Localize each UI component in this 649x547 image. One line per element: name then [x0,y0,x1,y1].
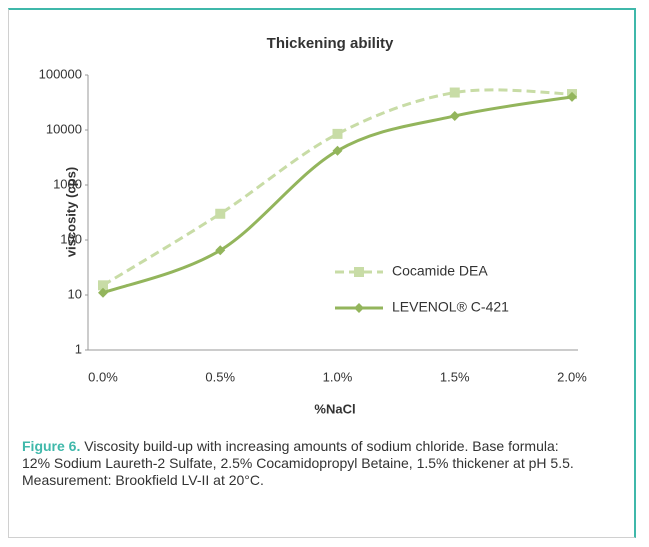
y-tick-label: 1000 [53,176,82,191]
legend-marker [354,303,364,313]
y-tick-label: 100000 [39,66,82,81]
x-axis-label: %NaCl [314,401,355,416]
x-tick-label: 1.0% [323,369,353,384]
frame [8,8,636,538]
caption: Figure 6. Viscosity build-up with increa… [22,438,582,489]
y-tick-label: 100 [60,231,82,246]
y-tick-label: 10 [68,286,82,301]
marker [449,110,460,121]
marker [449,87,460,98]
line [102,88,573,287]
x-tick-label: 0.5% [205,369,235,384]
x-tick-label: 2.0% [557,369,587,384]
x-tick-label: 0.0% [88,369,118,384]
legend-marker [354,267,364,277]
chart-title: Thickening ability [267,35,394,52]
y-tick-label: 10000 [46,121,82,136]
y-tick-label: 1 [75,341,82,356]
marker [98,280,108,291]
marker [98,287,108,298]
legend-label: Cocamide DEA [392,263,488,279]
marker [332,128,343,139]
x-tick-label: 1.5% [440,369,470,384]
marker [567,91,577,102]
caption-label: Figure 6. [22,438,81,454]
marker [215,208,226,219]
y-axis-label: viscosity (cps) [63,167,78,257]
chart: Thickening ability %NaCl viscosity (cps)… [39,35,588,416]
legend-label: LEVENOL® C-421 [392,299,509,315]
line [102,95,573,295]
marker [215,245,226,256]
marker [332,145,343,156]
caption-text: Viscosity build-up with increasing amoun… [22,438,574,488]
